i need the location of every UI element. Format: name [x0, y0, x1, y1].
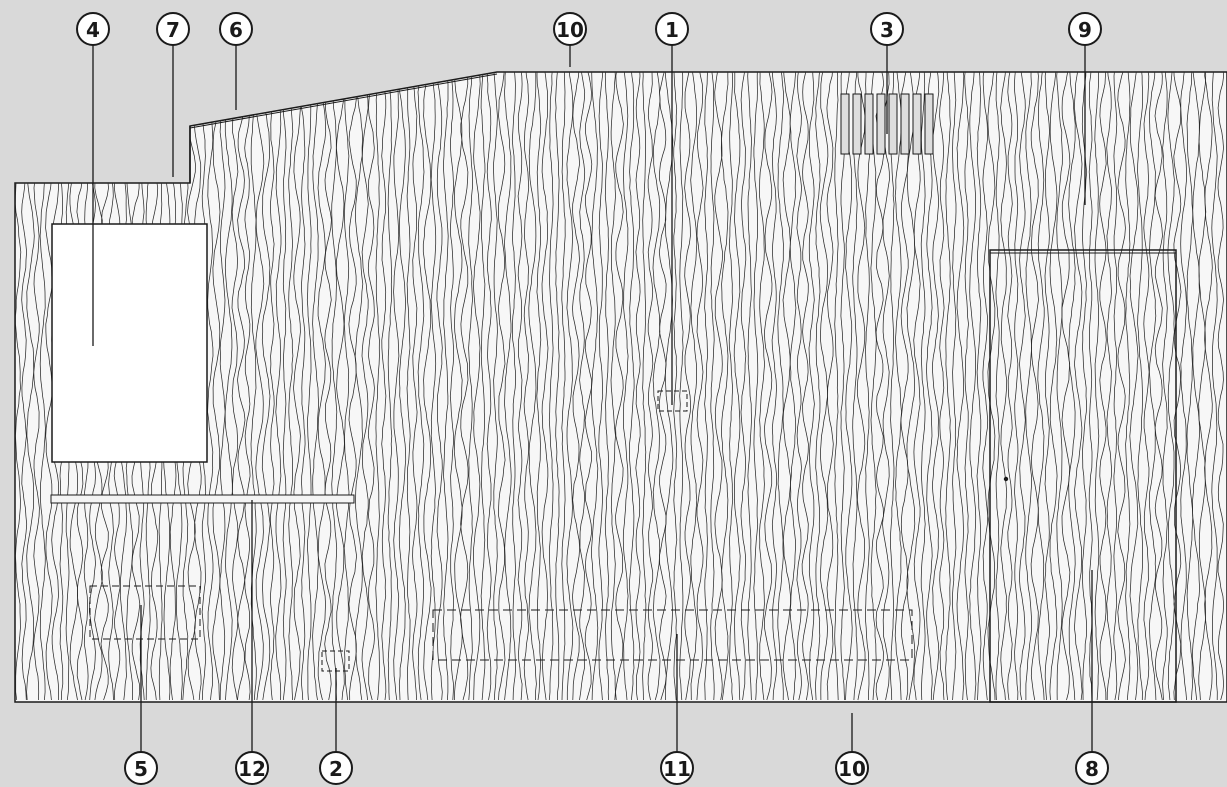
callout-12: 12 [235, 751, 269, 785]
door [989, 249, 1177, 703]
svg-text:2: 2 [329, 757, 343, 781]
callout-2: 2 [319, 751, 353, 785]
callout-8: 8 [1075, 751, 1109, 785]
svg-text:8: 8 [1085, 757, 1099, 781]
svg-text:3: 3 [880, 18, 894, 42]
svg-text:4: 4 [86, 18, 100, 42]
callout-1: 1 [655, 12, 689, 46]
vent-grille [840, 93, 934, 155]
callout-3: 3 [870, 12, 904, 46]
svg-text:10: 10 [556, 18, 584, 42]
roof-parapet-line [189, 73, 498, 129]
svg-text:6: 6 [229, 18, 243, 42]
leader-lines [92, 45, 1093, 754]
window [51, 223, 208, 463]
svg-text:9: 9 [1078, 18, 1092, 42]
callout-5: 5 [124, 751, 158, 785]
callout-6: 6 [219, 12, 253, 46]
window-sill [50, 494, 355, 504]
callout-10-bottom: 10 [835, 751, 869, 785]
svg-text:1: 1 [665, 18, 679, 42]
svg-text:10: 10 [838, 757, 866, 781]
hidden-bench-long [432, 609, 913, 661]
svg-text:11: 11 [663, 757, 691, 781]
svg-text:7: 7 [166, 18, 180, 42]
svg-text:12: 12 [238, 757, 266, 781]
callout-11: 11 [660, 751, 694, 785]
callout-9: 9 [1068, 12, 1102, 46]
svg-text:5: 5 [134, 757, 148, 781]
hidden-fixture-center [657, 390, 688, 412]
callout-4: 4 [76, 12, 110, 46]
hidden-box-left [89, 585, 201, 640]
door-handle [1003, 476, 1009, 482]
callout-10-top: 10 [553, 12, 587, 46]
callout-7: 7 [156, 12, 190, 46]
